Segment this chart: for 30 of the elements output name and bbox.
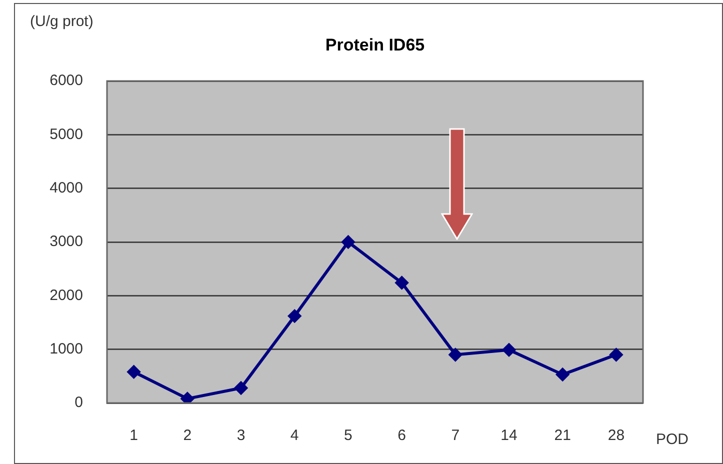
point: [180, 392, 194, 403]
y-tick-label: 3000: [50, 233, 83, 250]
point: [127, 365, 140, 378]
x-tick-label: 1: [130, 427, 138, 444]
y-tick-label: 4000: [50, 179, 83, 196]
point: [395, 276, 408, 290]
point: [448, 348, 462, 362]
point: [502, 343, 516, 356]
y-tick-label: 5000: [50, 126, 83, 143]
x-tick-label: 3: [236, 427, 246, 444]
x-tick-label: 28: [608, 427, 625, 444]
point: [556, 368, 570, 382]
x-tick-label: 4: [290, 427, 299, 444]
x-tick-label: 21: [554, 427, 571, 444]
y-tick-label: 6000: [50, 72, 83, 90]
y-axis-title: (U/g prot): [30, 13, 94, 30]
point: [288, 310, 302, 323]
point: [342, 236, 355, 248]
x-tick-label: 6: [398, 427, 406, 444]
chart-title: Protein ID65: [325, 36, 425, 55]
x-tick-label: 7: [451, 427, 460, 444]
x-tick-label: 2: [183, 427, 192, 444]
point: [610, 348, 623, 362]
y-tick-label: 0: [74, 394, 83, 412]
y-tick-label: 1000: [50, 340, 83, 358]
x-axis-title: POD: [656, 431, 689, 448]
x-tick-label: 5: [344, 427, 352, 444]
y-tick-label: 2000: [50, 286, 83, 304]
point: [234, 381, 248, 394]
x-tick-label: 14: [500, 427, 518, 444]
